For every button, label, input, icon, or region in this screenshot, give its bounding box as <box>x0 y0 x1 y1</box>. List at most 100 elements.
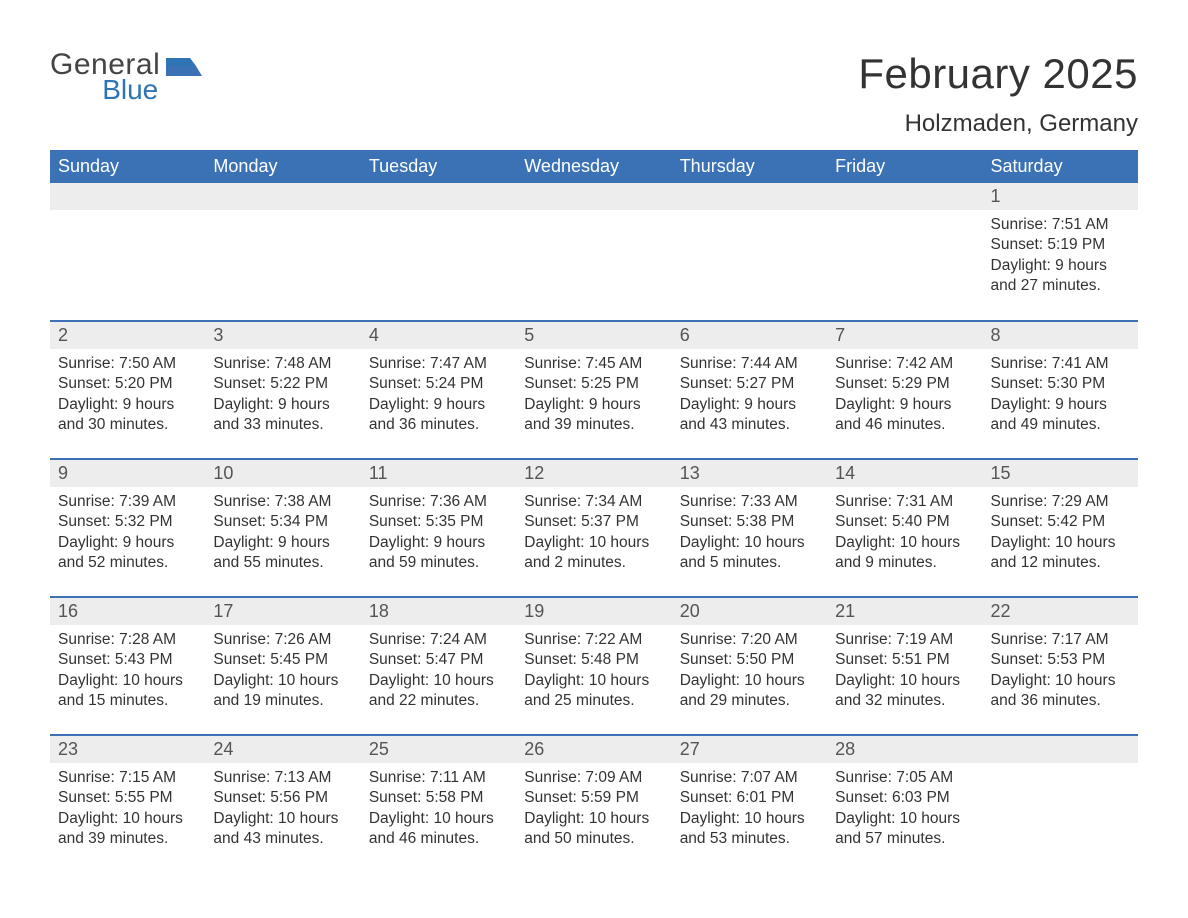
day-line: Sunrise: 7:42 AM <box>835 354 974 374</box>
day-details: Sunrise: 7:13 AMSunset: 5:56 PMDaylight:… <box>205 763 360 858</box>
day-cell: 1Sunrise: 7:51 AMSunset: 5:19 PMDaylight… <box>983 183 1138 321</box>
day-line: Sunset: 5:30 PM <box>991 374 1130 394</box>
day-cell <box>516 183 671 321</box>
day-cell: 27Sunrise: 7:07 AMSunset: 6:01 PMDayligh… <box>672 735 827 873</box>
day-line: and 2 minutes. <box>524 553 663 573</box>
day-details: Sunrise: 7:20 AMSunset: 5:50 PMDaylight:… <box>672 625 827 720</box>
day-line: Daylight: 10 hours <box>835 671 974 691</box>
day-line: Sunrise: 7:45 AM <box>524 354 663 374</box>
day-details: Sunrise: 7:26 AMSunset: 5:45 PMDaylight:… <box>205 625 360 720</box>
day-number: 6 <box>672 322 827 349</box>
day-line: Daylight: 10 hours <box>680 533 819 553</box>
day-line: Daylight: 10 hours <box>991 671 1130 691</box>
day-line: Daylight: 10 hours <box>680 809 819 829</box>
day-line: Sunrise: 7:31 AM <box>835 492 974 512</box>
day-details: Sunrise: 7:24 AMSunset: 5:47 PMDaylight:… <box>361 625 516 720</box>
day-line: Sunrise: 7:07 AM <box>680 768 819 788</box>
day-line: Sunset: 6:03 PM <box>835 788 974 808</box>
day-cell: 3Sunrise: 7:48 AMSunset: 5:22 PMDaylight… <box>205 321 360 459</box>
day-line: and 49 minutes. <box>991 415 1130 435</box>
day-cell: 8Sunrise: 7:41 AMSunset: 5:30 PMDaylight… <box>983 321 1138 459</box>
day-line: and 36 minutes. <box>991 691 1130 711</box>
day-number: 26 <box>516 736 671 763</box>
day-cell: 11Sunrise: 7:36 AMSunset: 5:35 PMDayligh… <box>361 459 516 597</box>
day-line: and 5 minutes. <box>680 553 819 573</box>
day-line: Daylight: 10 hours <box>58 671 197 691</box>
weekday-header: Thursday <box>672 150 827 183</box>
day-details: Sunrise: 7:44 AMSunset: 5:27 PMDaylight:… <box>672 349 827 444</box>
day-line: Sunrise: 7:24 AM <box>369 630 508 650</box>
day-details: Sunrise: 7:29 AMSunset: 5:42 PMDaylight:… <box>983 487 1138 582</box>
day-number <box>50 183 205 210</box>
day-line: Sunset: 5:58 PM <box>369 788 508 808</box>
day-number: 17 <box>205 598 360 625</box>
day-line: and 29 minutes. <box>680 691 819 711</box>
week-row: 16Sunrise: 7:28 AMSunset: 5:43 PMDayligh… <box>50 597 1138 735</box>
day-details: Sunrise: 7:07 AMSunset: 6:01 PMDaylight:… <box>672 763 827 858</box>
day-cell: 14Sunrise: 7:31 AMSunset: 5:40 PMDayligh… <box>827 459 982 597</box>
day-cell: 20Sunrise: 7:20 AMSunset: 5:50 PMDayligh… <box>672 597 827 735</box>
day-details: Sunrise: 7:47 AMSunset: 5:24 PMDaylight:… <box>361 349 516 444</box>
week-row: 1Sunrise: 7:51 AMSunset: 5:19 PMDaylight… <box>50 183 1138 321</box>
day-line: Sunset: 5:19 PM <box>991 235 1130 255</box>
day-line: Sunset: 5:43 PM <box>58 650 197 670</box>
day-line: Sunset: 5:37 PM <box>524 512 663 532</box>
day-line: Sunrise: 7:05 AM <box>835 768 974 788</box>
day-details: Sunrise: 7:41 AMSunset: 5:30 PMDaylight:… <box>983 349 1138 444</box>
day-cell: 7Sunrise: 7:42 AMSunset: 5:29 PMDaylight… <box>827 321 982 459</box>
day-line: and 55 minutes. <box>213 553 352 573</box>
day-details: Sunrise: 7:33 AMSunset: 5:38 PMDaylight:… <box>672 487 827 582</box>
day-number: 14 <box>827 460 982 487</box>
day-line: Sunset: 5:24 PM <box>369 374 508 394</box>
day-details: Sunrise: 7:51 AMSunset: 5:19 PMDaylight:… <box>983 210 1138 305</box>
brand-logo: General Blue <box>50 50 202 104</box>
day-line: Daylight: 10 hours <box>524 809 663 829</box>
day-cell: 15Sunrise: 7:29 AMSunset: 5:42 PMDayligh… <box>983 459 1138 597</box>
day-line: and 57 minutes. <box>835 829 974 849</box>
day-cell <box>827 183 982 321</box>
day-details: Sunrise: 7:11 AMSunset: 5:58 PMDaylight:… <box>361 763 516 858</box>
day-cell: 28Sunrise: 7:05 AMSunset: 6:03 PMDayligh… <box>827 735 982 873</box>
day-number <box>361 183 516 210</box>
calendar-table: SundayMondayTuesdayWednesdayThursdayFrid… <box>50 150 1138 873</box>
day-line: Daylight: 10 hours <box>524 533 663 553</box>
day-line: Sunrise: 7:09 AM <box>524 768 663 788</box>
weekday-header: Saturday <box>983 150 1138 183</box>
day-line: Sunset: 5:45 PM <box>213 650 352 670</box>
day-cell: 10Sunrise: 7:38 AMSunset: 5:34 PMDayligh… <box>205 459 360 597</box>
day-line: and 52 minutes. <box>58 553 197 573</box>
day-cell: 2Sunrise: 7:50 AMSunset: 5:20 PMDaylight… <box>50 321 205 459</box>
day-line: Sunset: 5:50 PM <box>680 650 819 670</box>
day-cell: 9Sunrise: 7:39 AMSunset: 5:32 PMDaylight… <box>50 459 205 597</box>
day-line: and 22 minutes. <box>369 691 508 711</box>
day-number <box>516 183 671 210</box>
day-details: Sunrise: 7:36 AMSunset: 5:35 PMDaylight:… <box>361 487 516 582</box>
day-line: Sunset: 5:51 PM <box>835 650 974 670</box>
day-line: Daylight: 10 hours <box>58 809 197 829</box>
day-line: and 27 minutes. <box>991 276 1130 296</box>
day-line: Sunrise: 7:41 AM <box>991 354 1130 374</box>
day-cell: 18Sunrise: 7:24 AMSunset: 5:47 PMDayligh… <box>361 597 516 735</box>
day-number <box>827 183 982 210</box>
day-line: and 39 minutes. <box>58 829 197 849</box>
day-cell <box>361 183 516 321</box>
day-number: 18 <box>361 598 516 625</box>
day-details: Sunrise: 7:19 AMSunset: 5:51 PMDaylight:… <box>827 625 982 720</box>
day-details: Sunrise: 7:45 AMSunset: 5:25 PMDaylight:… <box>516 349 671 444</box>
day-details: Sunrise: 7:42 AMSunset: 5:29 PMDaylight:… <box>827 349 982 444</box>
day-line: Daylight: 10 hours <box>369 809 508 829</box>
day-number: 27 <box>672 736 827 763</box>
day-cell: 23Sunrise: 7:15 AMSunset: 5:55 PMDayligh… <box>50 735 205 873</box>
day-line: Daylight: 9 hours <box>991 256 1130 276</box>
day-line: Sunrise: 7:44 AM <box>680 354 819 374</box>
day-line: Sunrise: 7:50 AM <box>58 354 197 374</box>
day-line: Sunset: 5:53 PM <box>991 650 1130 670</box>
day-number: 19 <box>516 598 671 625</box>
weekday-header: Tuesday <box>361 150 516 183</box>
day-cell: 12Sunrise: 7:34 AMSunset: 5:37 PMDayligh… <box>516 459 671 597</box>
day-line: Sunset: 5:48 PM <box>524 650 663 670</box>
weekday-header: Wednesday <box>516 150 671 183</box>
week-row: 9Sunrise: 7:39 AMSunset: 5:32 PMDaylight… <box>50 459 1138 597</box>
day-line: Daylight: 9 hours <box>524 395 663 415</box>
day-line: Daylight: 9 hours <box>58 395 197 415</box>
